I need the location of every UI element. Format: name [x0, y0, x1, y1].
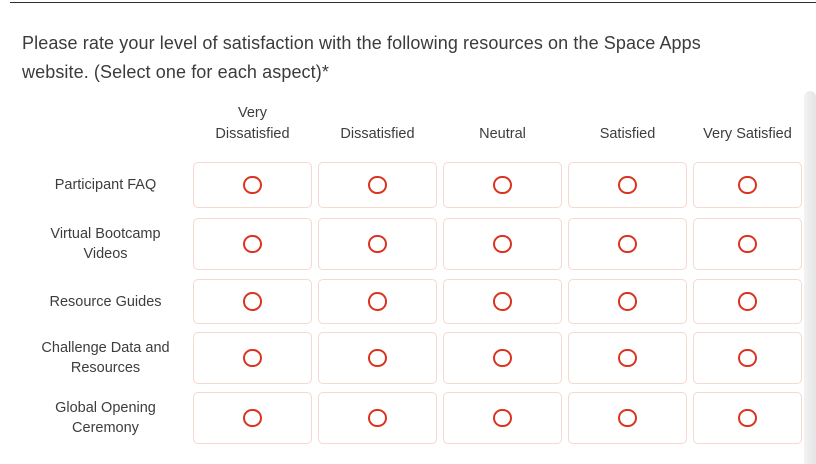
radio-cell-resource-guides-very-dissatisfied[interactable]: [193, 279, 312, 324]
radio-button[interactable]: [738, 292, 757, 311]
radio-cell-resource-guides-satisfied[interactable]: [568, 279, 687, 324]
radio-button[interactable]: [368, 408, 387, 428]
radio-cell-virtual-bootcamp-videos-satisfied[interactable]: [568, 218, 687, 270]
satisfaction-matrix: Very Dissatisfied Dissatisfied Neutral Sati…: [18, 100, 804, 444]
radio-cell-challenge-data-and-resources-dissatisfied[interactable]: [318, 332, 437, 384]
radio-cell-participant-faq-satisfied[interactable]: [568, 162, 687, 208]
radio-button[interactable]: [738, 234, 757, 254]
radio-cell-challenge-data-and-resources-very-satisfied[interactable]: [693, 332, 802, 384]
radio-cell-challenge-data-and-resources-very-dissatisfied[interactable]: [193, 332, 312, 384]
radio-button[interactable]: [618, 234, 637, 254]
radio-cell-global-opening-ceremony-very-satisfied[interactable]: [693, 392, 802, 444]
radio-button[interactable]: [493, 408, 512, 428]
radio-button[interactable]: [368, 348, 387, 368]
radio-button[interactable]: [618, 348, 637, 368]
radio-cell-resource-guides-very-satisfied[interactable]: [693, 279, 802, 324]
column-header-dissatisfied: Dissatisfied: [318, 100, 437, 145]
radio-button[interactable]: [738, 348, 757, 368]
radio-button[interactable]: [243, 408, 262, 428]
radio-cell-resource-guides-neutral[interactable]: [443, 279, 562, 324]
radio-button[interactable]: [493, 292, 512, 311]
radio-cell-virtual-bootcamp-videos-very-dissatisfied[interactable]: [193, 218, 312, 270]
matrix-rows: Participant FAQ Virtual Bootcamp Videos Re…: [18, 162, 804, 444]
radio-button[interactable]: [368, 234, 387, 254]
column-header-neutral: Neutral: [443, 100, 562, 145]
radio-cell-virtual-bootcamp-videos-dissatisfied[interactable]: [318, 218, 437, 270]
column-header-satisfied: Satisfied: [568, 100, 687, 145]
radio-cell-participant-faq-very-satisfied[interactable]: [693, 162, 802, 208]
row-label-participant-faq: Participant FAQ: [18, 162, 193, 208]
radio-cell-global-opening-ceremony-very-dissatisfied[interactable]: [193, 392, 312, 444]
matrix-row-participant-faq: Participant FAQ: [18, 162, 804, 208]
radio-cell-resource-guides-dissatisfied[interactable]: [318, 279, 437, 324]
matrix-header-row: Very Dissatisfied Dissatisfied Neutral Sati…: [18, 100, 804, 145]
row-label-challenge-data-and-resources: Challenge Data and Resources: [18, 332, 193, 384]
top-divider: [10, 2, 816, 3]
radio-button[interactable]: [243, 175, 262, 195]
question-text: Please rate your level of satisfaction w…: [22, 33, 701, 82]
radio-button[interactable]: [618, 175, 637, 195]
radio-cell-global-opening-ceremony-dissatisfied[interactable]: [318, 392, 437, 444]
column-header-label: Very Dissatisfied: [215, 105, 290, 142]
row-label-text: Virtual Bootcamp Videos: [50, 226, 161, 262]
matrix-row-global-opening-ceremony: Global Opening Ceremony: [18, 392, 804, 444]
row-label-text: Resource Guides: [49, 293, 162, 310]
column-header-very-dissatisfied: Very Dissatisfied: [193, 100, 312, 145]
column-header-very-satisfied: Very Satisfied: [693, 100, 802, 145]
radio-cell-participant-faq-neutral[interactable]: [443, 162, 562, 208]
matrix-row-resource-guides: Resource Guides: [18, 279, 804, 324]
column-header-label: Neutral: [479, 126, 526, 142]
radio-cell-participant-faq-very-dissatisfied[interactable]: [193, 162, 312, 208]
row-label-resource-guides: Resource Guides: [18, 279, 193, 324]
radio-cell-challenge-data-and-resources-neutral[interactable]: [443, 332, 562, 384]
radio-button[interactable]: [738, 408, 757, 428]
radio-button[interactable]: [243, 348, 262, 368]
column-header-label: Satisfied: [599, 126, 656, 142]
radio-button[interactable]: [738, 175, 757, 195]
radio-button[interactable]: [368, 292, 387, 311]
radio-cell-global-opening-ceremony-neutral[interactable]: [443, 392, 562, 444]
radio-button[interactable]: [493, 348, 512, 368]
radio-button[interactable]: [493, 234, 512, 254]
row-label-text: Global Opening Ceremony: [55, 400, 156, 436]
column-header-label: Very Satisfied: [703, 126, 792, 142]
radio-button[interactable]: [368, 175, 387, 195]
row-label-virtual-bootcamp-videos: Virtual Bootcamp Videos: [18, 218, 193, 270]
column-header-label: Dissatisfied: [340, 126, 415, 142]
radio-cell-challenge-data-and-resources-satisfied[interactable]: [568, 332, 687, 384]
radio-button[interactable]: [618, 292, 637, 311]
scrollbar-thumb[interactable]: [804, 91, 816, 464]
radio-button[interactable]: [243, 234, 262, 254]
radio-button[interactable]: [618, 408, 637, 428]
radio-cell-global-opening-ceremony-satisfied[interactable]: [568, 392, 687, 444]
row-label-text: Challenge Data and Resources: [41, 340, 170, 376]
radio-cell-virtual-bootcamp-videos-neutral[interactable]: [443, 218, 562, 270]
radio-cell-virtual-bootcamp-videos-very-satisfied[interactable]: [693, 218, 802, 270]
radio-cell-participant-faq-dissatisfied[interactable]: [318, 162, 437, 208]
row-label-text: Participant FAQ: [54, 177, 157, 193]
matrix-row-virtual-bootcamp-videos: Virtual Bootcamp Videos: [18, 218, 804, 270]
row-label-global-opening-ceremony: Global Opening Ceremony: [18, 392, 193, 444]
radio-button[interactable]: [493, 175, 512, 195]
radio-button[interactable]: [243, 292, 262, 311]
matrix-row-challenge-data-and-resources: Challenge Data and Resources: [18, 332, 804, 384]
